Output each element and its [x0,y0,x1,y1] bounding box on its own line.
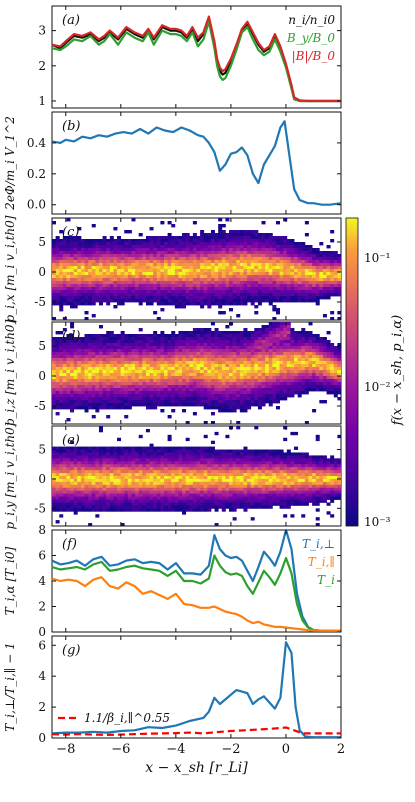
y-axis-label: p_i,y [m_i v_i,th0] [3,422,17,529]
axes-frame [51,5,342,109]
y-tick-label: -5 [34,295,46,309]
colorbar-gradient [345,217,359,527]
y-tick-label: 6 [38,549,46,563]
panel-d: -5 0 5 (d) p_i,z [m_i v_i,th0] [3,319,342,426]
series-line [51,726,341,737]
series-line [51,528,341,632]
y-tick-label: -5 [34,501,46,515]
y-axis-label: T_i,⊥/T_i,∥ − 1 [3,642,17,732]
panel-label: (c) [62,225,79,240]
y-tick-label: -5 [34,399,46,413]
y-tick-label: 2 [38,59,46,73]
y-tick-label: 4 [38,669,46,683]
panel-label: (g) [62,643,80,658]
y-tick-label: 0 [38,369,46,383]
panel-label: (b) [62,119,80,134]
axes-frame [51,635,342,739]
legend-label: |B|/B_0 [292,49,336,63]
y-tick-label: 5 [38,235,46,249]
y-tick-label: 8 [38,523,46,537]
y-axis-label: T_i,α [T_i0] [3,546,17,615]
y-tick-label: 2 [38,600,46,614]
panel-f: 0 2 4 6 8 (f) T_i,α [T_i0] T_i,⊥ T_i,∥ T_i [3,523,342,639]
series-line [51,120,342,206]
panel-label: (a) [62,13,80,28]
y-tick-label: 0.4 [27,136,46,150]
y-tick-label: 0.0 [27,198,46,212]
colorbar-tick-label: 10⁻¹ [364,251,390,265]
y-tick-label: 0 [38,731,46,745]
axes-frame [51,111,342,215]
x-tick-label: −8 [56,742,75,757]
colorbar-label: f(x − x_sh, p_i,α) [390,315,405,426]
series-line [51,641,341,739]
legend-label: T_i,∥ [308,555,335,569]
panel-a: 1 2 3 (a) n_i/n_i0 B_y/B_0 |B|/B_0 [38,6,342,108]
colorbar-tick-label: 10⁻² [364,380,391,394]
panel-b: 0.0 0.2 0.4 (b) 2eΦ/m_i V_1^2 [3,112,342,214]
legend-label: T_i,⊥ [302,537,335,551]
legend-label: T_i [317,573,335,587]
legend-label: 1.1/β_i,∥^0.55 [84,711,170,725]
legend-label: B_y/B_0 [286,31,335,45]
y-tick-label: 0 [38,472,46,486]
y-tick-label: 5 [38,339,46,353]
x-tick-label: −4 [166,742,185,757]
series-line [51,15,341,103]
panel-c: -5 0 5 (c) p_i,x [m_i v_i,th0] [3,215,342,322]
x-tick-label: −2 [221,742,240,757]
y-axis-label: p_i,x [m_i v_i,th0] [3,215,17,322]
colorbar-tick-label: 10⁻³ [364,515,391,529]
y-tick-label: 3 [38,24,46,38]
x-tick-label: −6 [111,742,130,757]
colorbar: 10⁻¹ 10⁻² 10⁻³ f(x − x_sh, p_i,α) [345,217,405,529]
series-line [51,554,341,632]
x-tick-label: 0 [282,742,290,757]
axes-frame [51,529,342,633]
y-tick-label: 4 [38,574,46,588]
legend-label: n_i/n_i0 [288,13,335,27]
x-axis-label: x − x_sh [r_Li] [145,760,248,776]
y-tick-label: 6 [38,638,46,652]
x-tick-label: 2 [337,742,345,757]
panel-label: (e) [62,433,80,448]
series-line [51,20,341,103]
y-tick-label: 2 [38,700,46,714]
y-tick-label: 1 [38,94,46,108]
series-line [51,576,341,632]
y-axis-label: p_i,z [m_i v_i,th0] [3,319,17,426]
y-tick-label: 0.2 [27,167,46,181]
y-tick-label: 0 [38,265,46,279]
panel-label: (f) [62,537,77,552]
y-axis-label: 2eΦ/m_i V_1^2 [3,116,17,211]
panel-e: -5 0 5 (e) p_i,y [m_i v_i,th0] [3,422,342,529]
panel-g: 0 2 4 6 −8 −6 −4 −2 0 2 (g) T_i,⊥/T_i,∥ − 1 x − x_sh… [3,636,345,776]
y-tick-label: 0 [38,625,46,639]
y-tick-label: 5 [38,443,46,457]
panel-label: (d) [62,329,80,344]
